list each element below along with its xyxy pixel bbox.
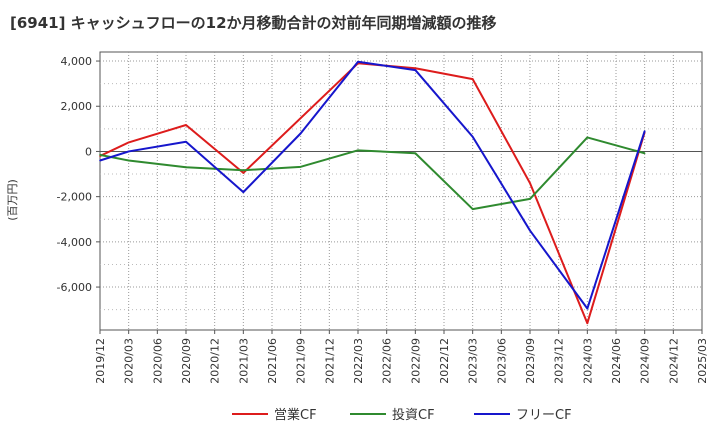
data-point <box>586 136 589 139</box>
data-point <box>643 130 646 132</box>
x-tick-label: 2022/03 <box>352 338 365 384</box>
x-tick-label: 2025/03 <box>696 338 709 384</box>
legend-label: フリーCF <box>516 408 572 423</box>
y-tick-label: 2,000 <box>61 100 93 113</box>
data-point <box>586 322 589 325</box>
data-point <box>127 150 130 153</box>
data-point <box>357 60 359 63</box>
data-point <box>357 149 359 152</box>
y-tick-label: 4,000 <box>61 55 93 68</box>
data-point <box>299 166 302 168</box>
data-point <box>529 229 531 232</box>
legend: 営業CF 投資CF フリーCF <box>232 407 572 423</box>
data-point <box>414 152 417 155</box>
x-tick-label: 2019/12 <box>94 338 107 384</box>
data-point <box>99 154 101 156</box>
data-point <box>414 67 417 70</box>
legend-label: 営業CF <box>274 407 317 423</box>
chart-title: [6941] キャッシュフローの12か月移動合計の対前年同期増減額の推移 <box>10 14 497 32</box>
y-axis-label: (百万円) <box>6 179 19 221</box>
x-tick-label: 2024/12 <box>667 338 680 384</box>
x-tick-label: 2020/06 <box>151 338 164 384</box>
x-tick-label: 2023/09 <box>524 338 537 384</box>
x-tick-label: 2024/06 <box>610 338 623 384</box>
series-group <box>99 60 646 325</box>
data-point <box>127 159 130 162</box>
x-tick-label: 2023/06 <box>495 338 508 384</box>
grid <box>100 52 702 330</box>
x-tick-label: 2023/12 <box>553 338 566 384</box>
data-point <box>299 132 302 135</box>
x-ticks: 2019/12 2020/03 2020/06 2020/09 2020/12 2021/… <box>94 330 709 384</box>
data-point <box>185 124 187 126</box>
data-point <box>471 208 474 210</box>
y-tick-label: -2,000 <box>57 191 92 204</box>
data-point <box>185 140 187 143</box>
y-tick-label: -6,000 <box>57 281 92 294</box>
x-tick-label: 2020/09 <box>180 338 193 384</box>
data-point <box>471 135 474 138</box>
x-tick-label: 2022/12 <box>438 338 451 384</box>
x-tick-label: 2024/09 <box>639 338 652 384</box>
data-point <box>127 141 130 144</box>
data-point <box>242 169 245 172</box>
x-tick-label: 2021/12 <box>323 338 336 384</box>
legend-label: 投資CF <box>392 407 435 423</box>
x-tick-label: 2021/03 <box>237 338 250 384</box>
data-point <box>471 78 474 80</box>
data-point <box>529 182 531 184</box>
data-point <box>242 172 245 174</box>
y-ticks: 4,000 2,000 0 -2,000 -4,000 -6,000 <box>57 55 100 294</box>
data-point <box>414 69 417 71</box>
x-tick-label: 2020/03 <box>123 338 136 384</box>
x-tick-label: 2022/09 <box>409 338 422 384</box>
x-tick-label: 2022/06 <box>381 338 394 384</box>
x-tick-label: 2024/03 <box>581 338 594 384</box>
data-point <box>185 166 187 169</box>
x-tick-label: 2021/09 <box>295 338 308 384</box>
data-point <box>586 307 589 310</box>
data-point <box>242 191 245 193</box>
y-tick-label: -4,000 <box>57 236 92 249</box>
x-tick-label: 2023/03 <box>467 338 480 384</box>
x-tick-label: 2020/12 <box>209 338 222 384</box>
x-tick-label: 2021/06 <box>266 338 279 384</box>
data-point <box>643 152 646 155</box>
data-point <box>99 159 101 162</box>
plot-area <box>99 51 703 331</box>
y-tick-label: 0 <box>85 145 92 158</box>
data-point <box>529 198 531 200</box>
